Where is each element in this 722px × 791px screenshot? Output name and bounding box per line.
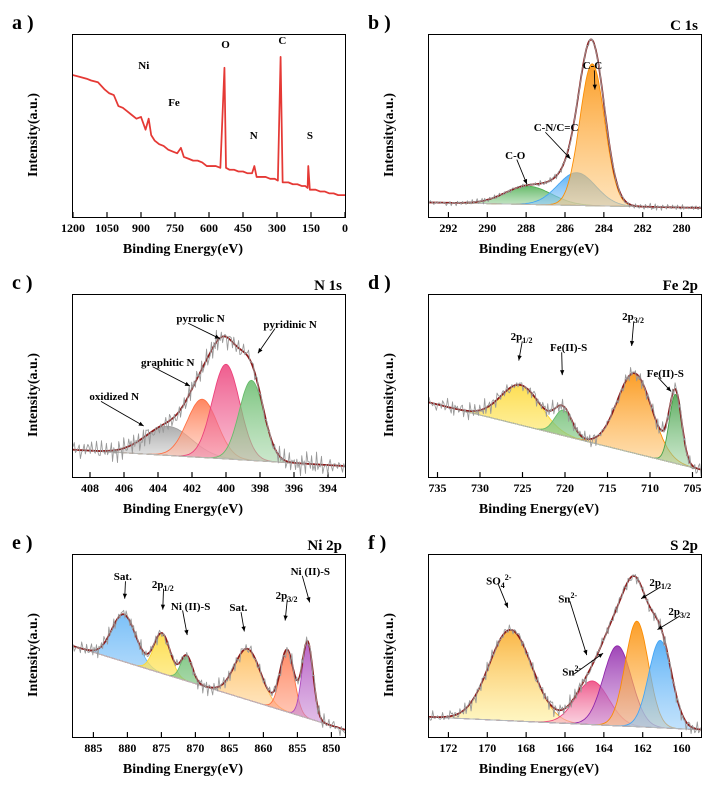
anno-arrow bbox=[101, 401, 144, 426]
panel-title-e: Ni 2p bbox=[307, 538, 342, 555]
panel-c: c ) N 1s Intensity(a.u.) Binding Energy(eV)… bbox=[10, 270, 356, 520]
xticklabel: 1050 bbox=[95, 221, 119, 236]
xlabel: Binding Energy(eV) bbox=[123, 502, 243, 518]
plot-area-f: 172170168166164162160SO42-Sn2-Sn2-2p1/22… bbox=[428, 554, 702, 738]
panel-d: d ) Fe 2p Intensity(a.u.) Binding Energy(eV… bbox=[366, 270, 712, 520]
panel-label-e: e ) bbox=[12, 532, 33, 555]
plot-area-e: 885880875870865860855850Sat.2p1/2Ni (II)… bbox=[72, 554, 346, 738]
panel-label-d: d ) bbox=[368, 272, 391, 295]
xticklabel: 750 bbox=[166, 221, 184, 236]
plot-area-d: 7357307257207157107052p1/2Fe(II)-S2p3/2F… bbox=[428, 294, 702, 478]
panel-title-c: N 1s bbox=[314, 278, 342, 295]
panel-label-f: f ) bbox=[368, 532, 386, 555]
figure-grid: a ) Intensity(a.u.) Binding Energy(eV) 1200… bbox=[10, 10, 712, 780]
xticklabel: 710 bbox=[641, 481, 659, 496]
anno-arrowhead bbox=[598, 653, 603, 658]
xticklabel: 284 bbox=[595, 221, 613, 236]
anno-arrow bbox=[570, 601, 587, 655]
panel-title-b: C 1s bbox=[670, 18, 698, 35]
xlabel: Binding Energy(eV) bbox=[479, 762, 599, 778]
panel-label-a: a ) bbox=[12, 12, 34, 35]
anno-arrowhead bbox=[184, 630, 188, 635]
xlabel: Binding Energy(eV) bbox=[123, 242, 243, 258]
xticklabel: 725 bbox=[514, 481, 532, 496]
anno-arrow bbox=[153, 367, 190, 386]
anno-arrow bbox=[545, 132, 570, 159]
panel-title-d: Fe 2p bbox=[663, 278, 698, 295]
xticklabel: 394 bbox=[319, 481, 337, 496]
ylabel: Intensity(a.u.) bbox=[382, 353, 398, 437]
xticklabel: 168 bbox=[517, 741, 535, 756]
xticklabel: 164 bbox=[595, 741, 613, 756]
xticklabel: 160 bbox=[673, 741, 691, 756]
xticklabel: 730 bbox=[471, 481, 489, 496]
xticklabel: 720 bbox=[556, 481, 574, 496]
ylabel: Intensity(a.u.) bbox=[26, 93, 42, 177]
anno-arrowhead bbox=[258, 348, 263, 353]
xticklabel: 865 bbox=[220, 741, 238, 756]
xticklabel: 282 bbox=[634, 221, 652, 236]
xticklabel: 300 bbox=[268, 221, 286, 236]
xticklabel: 290 bbox=[478, 221, 496, 236]
xticklabel: 162 bbox=[634, 741, 652, 756]
xticklabel: 850 bbox=[322, 741, 340, 756]
survey-line bbox=[73, 57, 345, 195]
xticklabel: 705 bbox=[684, 481, 702, 496]
plot-area-b: 292290288286284282280C-OC-N/C=CC-C bbox=[428, 34, 702, 218]
xticklabel: 870 bbox=[186, 741, 204, 756]
xticklabel: 286 bbox=[556, 221, 574, 236]
xticklabel: 172 bbox=[439, 741, 457, 756]
xticklabel: 404 bbox=[149, 481, 167, 496]
xticklabel: 1200 bbox=[61, 221, 85, 236]
xticklabel: 450 bbox=[234, 221, 252, 236]
anno-arrowhead bbox=[583, 650, 587, 655]
anno-arrowhead bbox=[161, 605, 165, 610]
plot-area-c: 408406404402400398396394oxidized Ngraphi… bbox=[72, 294, 346, 478]
xticklabel: 170 bbox=[478, 741, 496, 756]
anno-arrowhead bbox=[518, 355, 522, 360]
panel-f: f ) S 2p Intensity(a.u.) Binding Energy(eV)… bbox=[366, 530, 712, 780]
xticklabel: 600 bbox=[200, 221, 218, 236]
xticklabel: 406 bbox=[115, 481, 133, 496]
xticklabel: 880 bbox=[118, 741, 136, 756]
panel-title-f: S 2p bbox=[670, 538, 698, 555]
xticklabel: 400 bbox=[217, 481, 235, 496]
xlabel: Binding Energy(eV) bbox=[479, 502, 599, 518]
xticklabel: 855 bbox=[288, 741, 306, 756]
xticklabel: 0 bbox=[342, 221, 348, 236]
xticklabel: 860 bbox=[254, 741, 272, 756]
ylabel: Intensity(a.u.) bbox=[26, 613, 42, 697]
xticklabel: 166 bbox=[556, 741, 574, 756]
xticklabel: 408 bbox=[81, 481, 99, 496]
anno-arrowhead bbox=[123, 594, 127, 599]
ylabel: Intensity(a.u.) bbox=[382, 613, 398, 697]
panel-label-c: c ) bbox=[12, 272, 33, 295]
xlabel: Binding Energy(eV) bbox=[123, 762, 243, 778]
xticklabel: 885 bbox=[84, 741, 102, 756]
anno-arrowhead bbox=[241, 626, 245, 631]
panel-label-b: b ) bbox=[368, 12, 391, 35]
panel-a: a ) Intensity(a.u.) Binding Energy(eV) 1200… bbox=[10, 10, 356, 260]
anno-arrowhead bbox=[560, 370, 564, 375]
xticklabel: 715 bbox=[599, 481, 617, 496]
xticklabel: 150 bbox=[302, 221, 320, 236]
ylabel: Intensity(a.u.) bbox=[382, 93, 398, 177]
xticklabel: 735 bbox=[429, 481, 447, 496]
xticklabel: 288 bbox=[517, 221, 535, 236]
xticklabel: 402 bbox=[183, 481, 201, 496]
xticklabel: 280 bbox=[673, 221, 691, 236]
anno-arrow bbox=[188, 323, 220, 339]
panel-e: e ) Ni 2p Intensity(a.u.) Binding Energy(eV… bbox=[10, 530, 356, 780]
panel-b: b ) C 1s Intensity(a.u.) Binding Energy(eV)… bbox=[366, 10, 712, 260]
xticklabel: 396 bbox=[285, 481, 303, 496]
ylabel: Intensity(a.u.) bbox=[26, 353, 42, 437]
xlabel: Binding Energy(eV) bbox=[479, 242, 599, 258]
xticklabel: 398 bbox=[251, 481, 269, 496]
plot-area-a: 120010509007506004503001500NiFeONCS bbox=[72, 34, 346, 218]
xticklabel: 292 bbox=[439, 221, 457, 236]
xticklabel: 900 bbox=[132, 221, 150, 236]
xticklabel: 875 bbox=[152, 741, 170, 756]
